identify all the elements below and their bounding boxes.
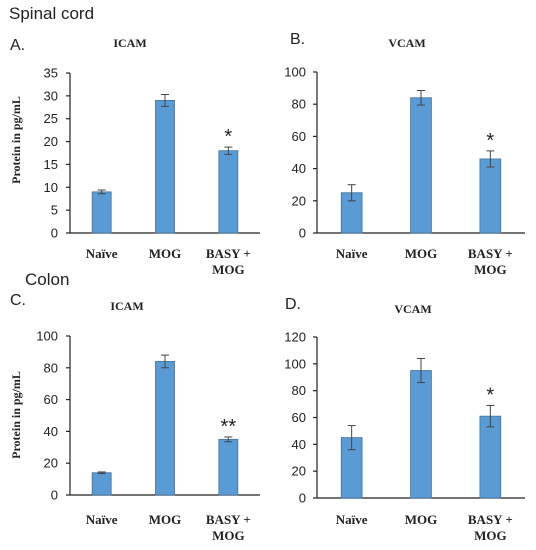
y-tick-label: 30 (44, 88, 58, 103)
x-tick-label: BASY + MOG (206, 246, 251, 277)
y-tick-label: 5 (51, 203, 58, 218)
y-tick-label: 35 (44, 66, 58, 81)
y-tick-label: 20 (44, 456, 58, 471)
x-tick-label: BASY + MOG (468, 246, 513, 277)
y-tick-label: 40 (292, 161, 306, 176)
bar (410, 370, 432, 499)
significance-annotation: * (486, 130, 494, 152)
y-tick-label: 0 (299, 491, 306, 506)
y-tick-label: 25 (44, 111, 58, 126)
x-tick-label: Naïve (86, 246, 118, 261)
y-tick-label: 0 (51, 488, 58, 503)
y-tick-label: 100 (284, 356, 306, 371)
bar (479, 158, 502, 234)
y-tick-label: 100 (36, 329, 58, 344)
y-tick-label: 40 (292, 437, 306, 452)
bar (479, 415, 502, 499)
y-tick-label: 0 (299, 226, 306, 241)
bar (155, 361, 175, 496)
bar (155, 100, 175, 234)
y-tick-label: 20 (292, 464, 306, 479)
bar (91, 191, 112, 234)
panel-letter-a: A. (10, 37, 25, 54)
y-tick-label: 60 (292, 410, 306, 425)
y-tick-label: 120 (284, 330, 306, 345)
chart-title: VCAM (388, 36, 425, 50)
bar (410, 97, 432, 234)
section-title-spinal-cord: Spinal cord (9, 4, 94, 23)
x-tick-label: Naïve (336, 246, 368, 261)
x-tick-label: BASY + MOG (206, 512, 251, 543)
y-tick-label: 80 (44, 360, 58, 375)
x-tick-label: BASY + MOG (468, 512, 513, 543)
chart-a-icam-spinal: ICAM Protein in pg/mL 0 5 10 15 20 25 30 35 Naïve M… (9, 36, 260, 277)
y-tick-label: 20 (44, 134, 58, 149)
x-tick-label: MOG (149, 246, 182, 261)
x-tick-label: MOG (405, 246, 438, 261)
y-tick-label: 40 (44, 424, 58, 439)
y-tick-label: 100 (284, 65, 306, 80)
bar (218, 438, 239, 496)
significance-annotation: * (486, 384, 494, 406)
x-tick-label: MOG (149, 512, 182, 527)
x-tick-label: MOG (405, 512, 438, 527)
y-tick-label: 0 (51, 226, 58, 241)
y-tick-label: 10 (44, 180, 58, 195)
significance-annotation: * (224, 126, 232, 148)
chart-c-icam-colon: ICAM Protein in pg/mL 0 20 40 60 80 100 Naïve MOG… (9, 299, 260, 543)
bar (91, 472, 112, 496)
y-axis-label: Protein in pg/mL (9, 371, 23, 459)
chart-title: ICAM (110, 299, 143, 313)
chart-d-vcam-colon: VCAM 0 20 40 60 80 100 120 Naïve MOG * BASY + MOG (284, 302, 525, 543)
panel-letter-d: D. (285, 296, 301, 313)
panel-letter-c: C. (10, 292, 26, 309)
significance-annotation: ** (221, 416, 237, 438)
y-tick-label: 80 (292, 97, 306, 112)
y-tick-label: 60 (44, 392, 58, 407)
bar (218, 150, 239, 234)
y-axis-label: Protein in pg/mL (9, 96, 23, 184)
y-tick-label: 15 (44, 157, 58, 172)
y-tick-label: 80 (292, 383, 306, 398)
x-tick-label: Naïve (86, 512, 118, 527)
chart-title: ICAM (113, 36, 146, 50)
y-tick-label: 60 (292, 129, 306, 144)
section-title-colon: Colon (25, 270, 69, 289)
panel-letter-b: B. (290, 31, 305, 48)
chart-title: VCAM (394, 302, 431, 316)
x-tick-label: Naïve (336, 512, 368, 527)
y-tick-label: 20 (292, 193, 306, 208)
chart-b-vcam-spinal: VCAM 0 20 40 60 80 100 Naïve MOG * BASY + MOG (284, 36, 525, 277)
